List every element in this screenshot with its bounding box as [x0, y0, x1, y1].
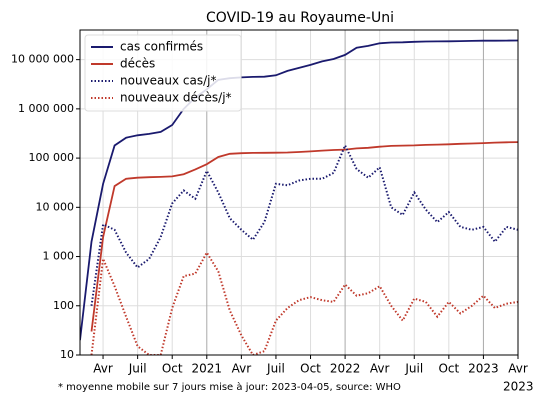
- chart-title: COVID-19 au Royaume-Uni: [206, 10, 394, 26]
- legend-label: nouveaux décès/j*: [120, 91, 232, 105]
- legend-box: [84, 34, 242, 112]
- y-tick-label: 100 000: [29, 151, 75, 164]
- x-tick-label: Oct: [438, 362, 459, 376]
- x-year-label: 2023: [503, 380, 534, 394]
- y-tick-label: 100: [53, 299, 74, 312]
- series-line: [90, 141, 518, 332]
- plot-frame: [79, 29, 519, 356]
- x-tick-label: 2022: [330, 362, 361, 376]
- x-tick-label: Juil: [128, 362, 147, 376]
- series-line: [90, 250, 518, 355]
- x-tick-label: Avr: [93, 362, 113, 376]
- legend-label: cas confirmés: [120, 40, 203, 54]
- y-tick-label: 10 000 000: [11, 53, 74, 66]
- x-tick-label: Avr: [508, 362, 528, 376]
- x-tick-label: 2021: [192, 362, 223, 376]
- x-tick-label: Juil: [404, 362, 423, 376]
- series-line: [90, 143, 518, 306]
- x-tick-label: Juil: [266, 362, 285, 376]
- legend-label: décès: [120, 57, 155, 71]
- legend-label: nouveaux cas/j*: [120, 74, 217, 88]
- footnote: * moyenne mobile sur 7 jours mise à jour…: [58, 381, 401, 393]
- y-tick-label: 1 000: [43, 250, 75, 263]
- x-tick-label: Avr: [232, 362, 252, 376]
- x-tick-label: Oct: [162, 362, 183, 376]
- series-line: [80, 39, 518, 341]
- y-tick-label: 1 000 000: [18, 102, 74, 115]
- x-tick-label: Oct: [300, 362, 321, 376]
- y-tick-label: 10 000: [36, 200, 75, 213]
- x-tick-label: 2023: [468, 362, 499, 376]
- x-tick-label: Avr: [370, 362, 390, 376]
- y-tick-label: 10: [60, 348, 74, 361]
